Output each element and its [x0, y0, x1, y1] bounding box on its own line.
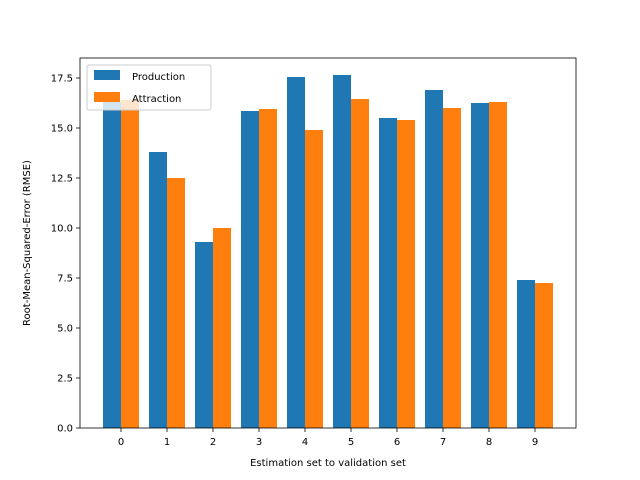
x-tick-label: 3	[256, 437, 262, 448]
bar-attraction-1	[167, 178, 185, 428]
y-tick-label: 0.0	[57, 424, 73, 435]
x-tick-label: 7	[440, 437, 446, 448]
bar-production-9	[517, 280, 535, 428]
y-tick-label: 5.0	[57, 324, 73, 335]
bar-production-7	[425, 90, 443, 428]
bar-attraction-0	[121, 100, 139, 428]
bar-attraction-2	[213, 228, 231, 428]
plot-frame	[79, 57, 577, 429]
x-axis-label: Estimation set to validation set	[250, 458, 406, 469]
legend-label-attraction: Attraction	[132, 94, 181, 105]
bar-attraction-8	[489, 102, 507, 428]
y-tick-label: 10.0	[51, 224, 73, 235]
x-tick-label: 0	[118, 437, 124, 448]
bar-production-3	[241, 111, 259, 428]
y-tick-label: 7.5	[57, 274, 73, 285]
y-ticks-group: 0.0 2.5 5.0 7.5 10.0 12.5 15.0 17.5	[51, 74, 80, 435]
bar-attraction-3	[259, 109, 277, 428]
bar-production-2	[195, 242, 213, 428]
bar-production-5	[333, 75, 351, 428]
x-ticks-group: 0 1 2 3 4 5 6 7 8 9	[118, 428, 538, 448]
bar-attraction-7	[443, 108, 461, 428]
x-tick-label: 6	[394, 437, 400, 448]
legend-swatch-attraction	[94, 92, 120, 102]
x-tick-label: 2	[210, 437, 216, 448]
bar-attraction-6	[397, 120, 415, 428]
bar-attraction-9	[535, 283, 553, 428]
bar-production-4	[287, 77, 305, 428]
legend-label-production: Production	[132, 72, 185, 83]
x-tick-label: 8	[486, 437, 492, 448]
bar-attraction-5	[351, 99, 369, 428]
y-axis-label: Root-Mean-Squared-Error (RMSE)	[22, 160, 33, 326]
y-tick-label: 17.5	[51, 74, 73, 85]
bar-production-6	[379, 118, 397, 428]
bar-production-8	[471, 103, 489, 428]
y-tick-label: 15.0	[51, 124, 73, 135]
x-tick-label: 4	[302, 437, 308, 448]
x-tick-label: 1	[164, 437, 170, 448]
y-tick-label: 12.5	[51, 174, 73, 185]
legend-swatch-production	[94, 70, 120, 80]
legend: Production Attraction	[86, 64, 212, 111]
bar-attraction-4	[305, 130, 323, 428]
x-tick-label: 9	[532, 437, 538, 448]
bar-production-1	[149, 152, 167, 428]
x-tick-label: 5	[348, 437, 354, 448]
bar-production-0	[103, 102, 121, 428]
y-tick-label: 2.5	[57, 374, 73, 385]
bars-group	[103, 75, 553, 428]
